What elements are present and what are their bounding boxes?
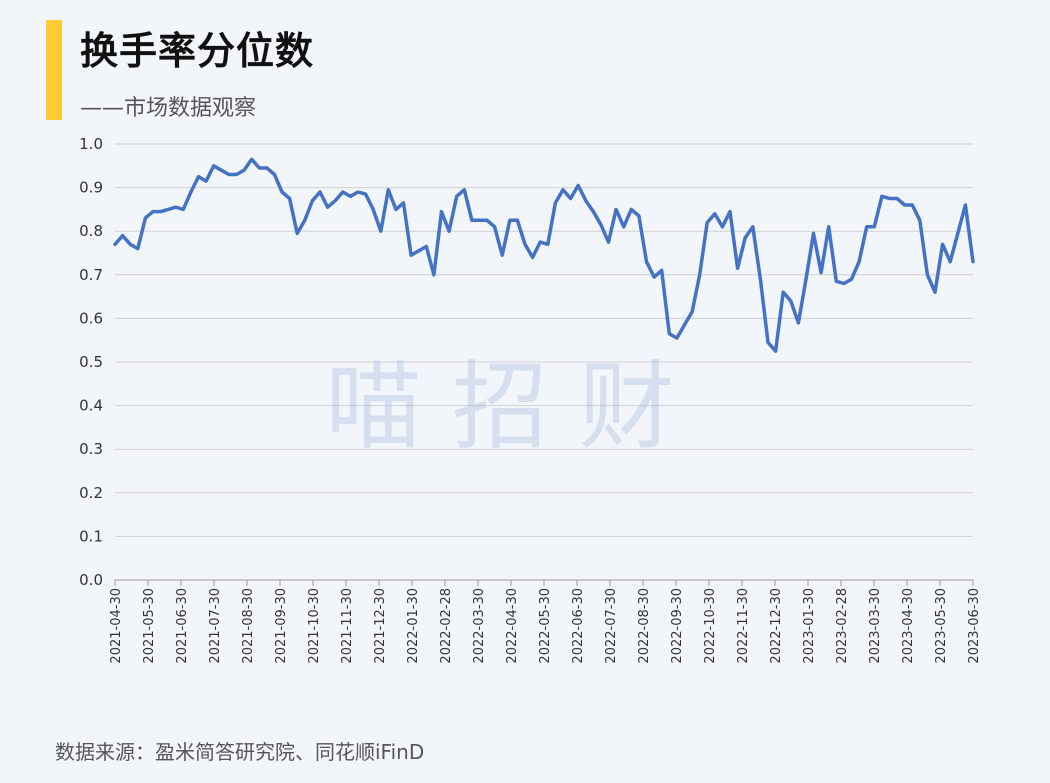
grid-lines	[115, 143, 973, 537]
x-axis: 2021-04-30 2021-05-30 2021-06-30 2021-07-30…	[109, 579, 982, 664]
series-layer	[113, 157, 975, 353]
x-tick-label: 2022-09-30	[670, 588, 685, 664]
x-tick-label: 2021-08-30	[241, 588, 256, 664]
y-tick-label: 1.0	[79, 135, 103, 153]
watermark: 喵 招 财	[325, 351, 674, 463]
x-tick-label: 2022-05-30	[538, 588, 553, 664]
x-tick-label: 2021-05-30	[142, 588, 157, 664]
x-tick-label: 2023-04-30	[901, 588, 916, 664]
x-tick-label: 2022-11-30	[736, 588, 751, 664]
x-tick-label: 2022-01-30	[406, 588, 421, 664]
x-tick-label: 2023-03-30	[868, 588, 883, 664]
x-tick-label: 2023-06-30	[967, 588, 982, 664]
y-tick-label: 0.4	[79, 397, 103, 415]
y-axis: 0.0 0.1 0.2 0.3 0.4 0.5 0.6 0.7 0.8 0.9 1.0	[79, 135, 103, 589]
y-tick-label: 0.6	[79, 309, 103, 327]
x-tick-label: 2022-02-28	[439, 588, 454, 664]
series-line	[113, 157, 975, 353]
title-accent-bar	[46, 20, 62, 120]
y-tick-label: 0.1	[79, 527, 103, 545]
y-tick-label: 0.0	[79, 571, 103, 589]
x-tick-label: 2022-12-30	[769, 588, 784, 664]
x-tick-label: 2022-04-30	[505, 588, 520, 664]
y-tick-label: 0.8	[79, 222, 103, 240]
x-tick-label: 2021-12-30	[373, 588, 388, 664]
x-tick-label: 2023-02-28	[835, 588, 850, 664]
y-tick-label: 0.9	[79, 179, 103, 197]
x-tick-label: 2022-08-30	[637, 588, 652, 664]
x-tick-label: 2021-07-30	[208, 588, 223, 664]
x-tick-label: 2023-01-30	[802, 588, 817, 664]
x-tick-label: 2021-11-30	[340, 588, 355, 664]
y-tick-label: 0.7	[79, 266, 103, 284]
y-tick-label: 0.2	[79, 484, 103, 502]
data-source-note: 数据来源：盈米简答研究院、同花顺iFinD	[55, 740, 425, 764]
page-subtitle: ——市场数据观察	[80, 96, 257, 121]
x-tick-label: 2021-06-30	[175, 588, 190, 664]
x-tick-label: 2021-10-30	[307, 588, 322, 664]
x-tick-label: 2021-04-30	[109, 588, 124, 664]
x-tick-label: 2022-06-30	[571, 588, 586, 664]
y-tick-label: 0.5	[79, 353, 103, 371]
page-title: 换手率分位数	[80, 29, 315, 73]
x-tick-label: 2022-07-30	[604, 588, 619, 664]
x-tick-label: 2023-05-30	[934, 588, 949, 664]
x-tick-label: 2022-10-30	[703, 588, 718, 664]
x-tick-label: 2022-03-30	[472, 588, 487, 664]
y-tick-label: 0.3	[79, 440, 103, 458]
x-tick-label: 2021-09-30	[274, 588, 289, 664]
